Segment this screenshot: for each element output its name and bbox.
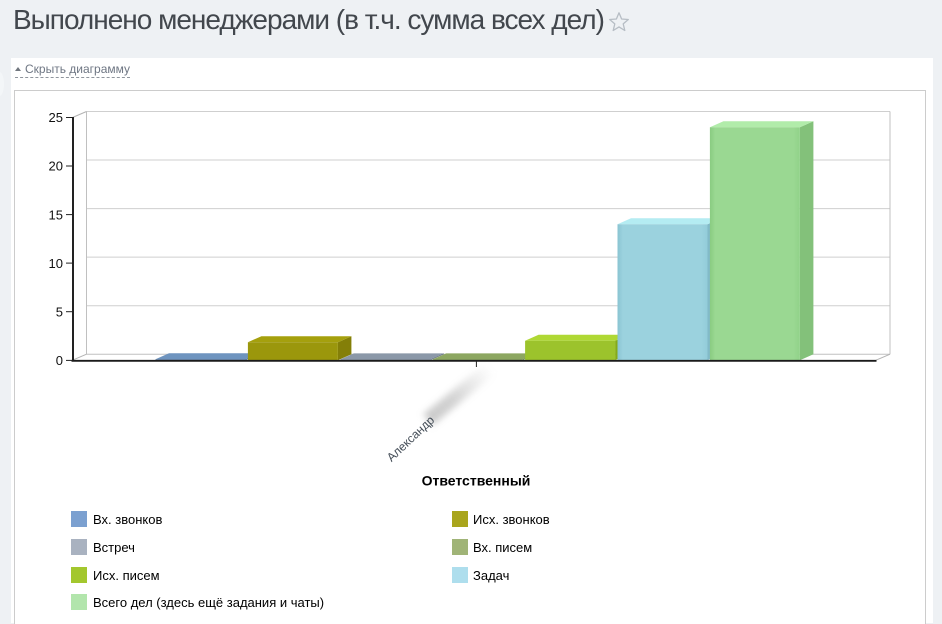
svg-text:5: 5 <box>56 304 63 319</box>
svg-text:0: 0 <box>56 353 63 368</box>
svg-text:10: 10 <box>49 256 63 271</box>
svg-text:25: 25 <box>49 110 63 125</box>
svg-text:15: 15 <box>49 207 63 222</box>
svg-text:Ответственный: Ответственный <box>422 473 531 489</box>
svg-text:Александр: Александр <box>384 413 437 465</box>
svg-text:20: 20 <box>49 159 63 174</box>
